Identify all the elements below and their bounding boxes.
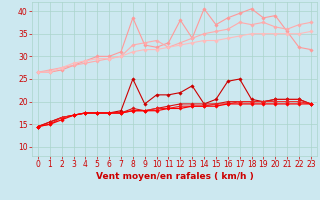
X-axis label: Vent moyen/en rafales ( km/h ): Vent moyen/en rafales ( km/h ) — [96, 172, 253, 181]
